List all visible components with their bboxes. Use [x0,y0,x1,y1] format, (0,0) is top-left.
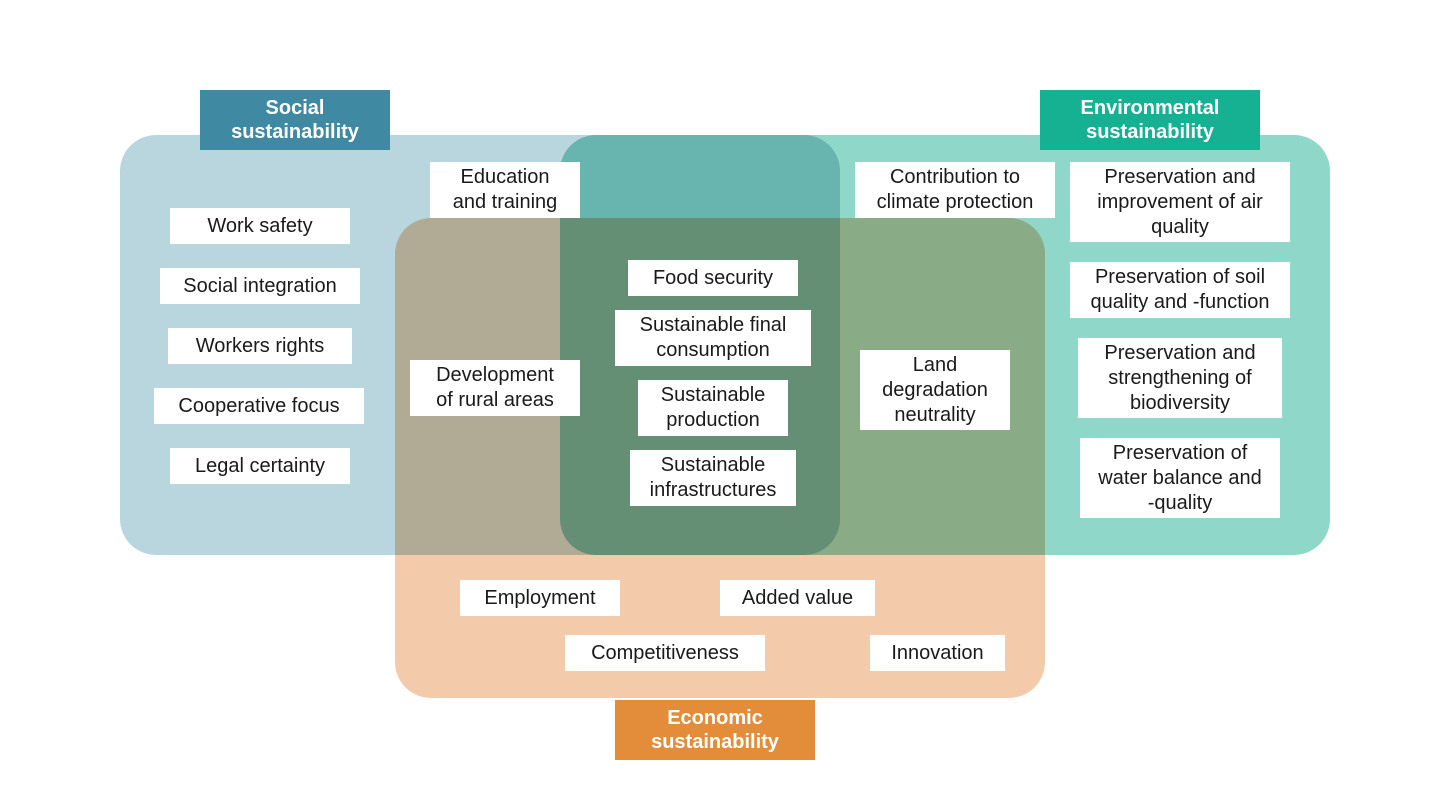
item-food-security: Food security [628,260,798,296]
item-workers-rights: Workers rights [168,328,352,364]
item-employment: Employment [460,580,620,616]
item-sustainable-infra: Sustainable infrastructures [630,450,796,506]
sustainability-venn-diagram: Social sustainability Environmental sust… [0,0,1440,810]
item-development-rural: Development of rural areas [410,360,580,416]
item-work-safety: Work safety [170,208,350,244]
item-soil-quality: Preservation of soil quality and -functi… [1070,262,1290,318]
item-competitiveness: Competitiveness [565,635,765,671]
item-land-degradation: Land degradation neutrality [860,350,1010,430]
title-social-text: Social sustainability [231,96,359,144]
title-social: Social sustainability [200,90,390,150]
item-climate-protection: Contribution to climate protection [855,162,1055,218]
item-water-balance: Preservation of water balance and -quali… [1080,438,1280,518]
item-innovation: Innovation [870,635,1005,671]
item-biodiversity: Preservation and strengthening of biodiv… [1078,338,1282,418]
item-added-value: Added value [720,580,875,616]
item-social-integration: Social integration [160,268,360,304]
title-economic: Economic sustainability [615,700,815,760]
title-environmental-text: Environmental sustainability [1081,96,1220,144]
item-air-quality: Preservation and improvement of air qual… [1070,162,1290,242]
item-sustainable-consumption: Sustainable final consumption [615,310,811,366]
item-education-training: Education and training [430,162,580,218]
item-sustainable-production: Sustainable production [638,380,788,436]
item-legal-certainty: Legal certainty [170,448,350,484]
item-cooperative-focus: Cooperative focus [154,388,364,424]
title-economic-text: Economic sustainability [651,706,779,754]
title-environmental: Environmental sustainability [1040,90,1260,150]
